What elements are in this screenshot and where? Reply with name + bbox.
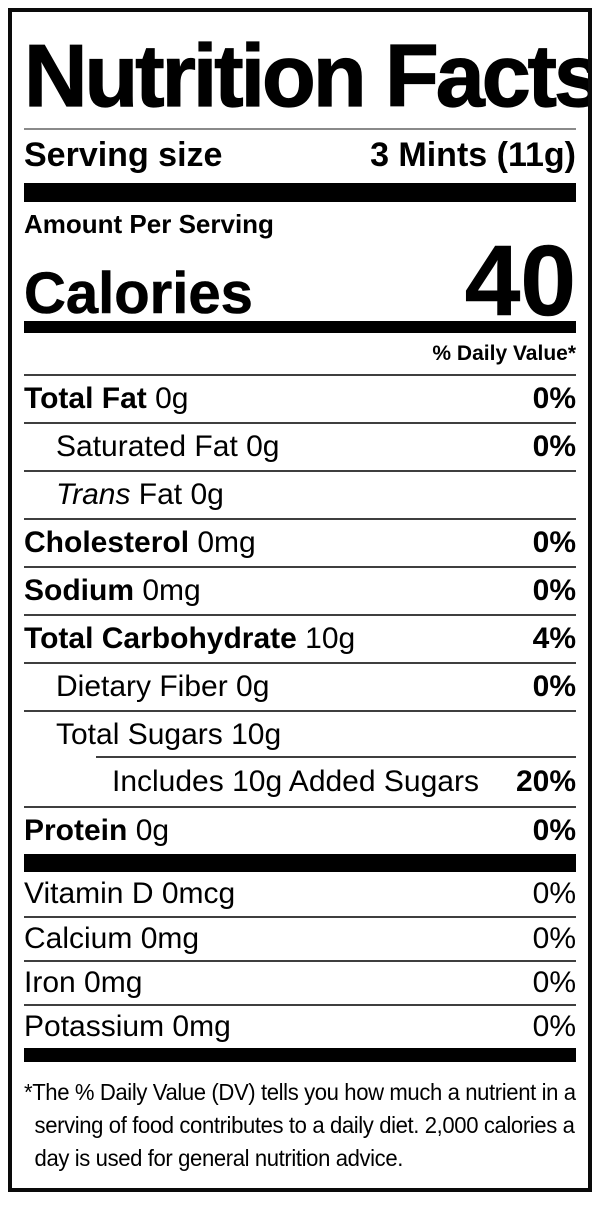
- nutrient-name-bold: Cholesterol: [24, 526, 198, 560]
- row-protein: Protein 0g 0%: [24, 806, 576, 854]
- daily-value: 0%: [532, 966, 576, 1000]
- nutrient-amount: Vitamin D 0mcg: [24, 877, 236, 911]
- nutrient-amount: Potassium 0mg: [24, 1010, 231, 1044]
- serving-size-label: Serving size: [24, 136, 223, 174]
- title-divider: [24, 128, 576, 130]
- daily-value-header: % Daily Value*: [432, 342, 576, 366]
- nutrient-amount: 0g: [155, 382, 189, 416]
- row-sodium: Sodium 0mg 0%: [24, 566, 576, 614]
- serving-size-value: 3 Mints (11g): [370, 136, 576, 174]
- nutrient-name: Total Carbohydrate 10g: [24, 622, 355, 656]
- calories-value: 40: [464, 225, 576, 338]
- footnote-line: day is used for general nutrition advice…: [34, 1145, 404, 1172]
- daily-value: 0%: [532, 1010, 576, 1044]
- nutrient-amount: Fat 0g: [138, 478, 224, 512]
- label-title: Nutrition Facts: [23, 26, 592, 125]
- nutrient-name: Sodium 0mg: [24, 574, 201, 608]
- row-dietary-fiber: Dietary Fiber 0g 0%: [24, 662, 576, 710]
- calories-label: Calories: [24, 261, 253, 327]
- nutrient-name: Saturated Fat 0g: [24, 430, 279, 464]
- row-potassium: Potassium 0mg 0%: [24, 1004, 576, 1048]
- nutrient-amount: 0g: [135, 814, 170, 848]
- nutrient-name: Cholesterol 0mg: [24, 526, 256, 560]
- daily-value: 0%: [532, 526, 576, 560]
- row-calcium: Calcium 0mg 0%: [24, 916, 576, 960]
- nutrient-name-bold: Protein: [24, 814, 136, 848]
- nutrient-amount: Saturated Fat 0g: [56, 430, 280, 464]
- row-saturated-fat: Saturated Fat 0g 0%: [24, 422, 576, 470]
- nutrient-amount: Includes 10g Added Sugars: [112, 765, 479, 799]
- daily-value: 4%: [532, 622, 576, 656]
- amount-per-serving-label: Amount Per Serving: [24, 208, 274, 239]
- nutrient-name-bold: Total Carbohydrate: [24, 622, 306, 656]
- daily-value: 0%: [532, 574, 576, 608]
- daily-value-footnote: *The % Daily Value (DV) tells you how mu…: [24, 1062, 576, 1175]
- thick-divider-calories: [24, 321, 576, 334]
- nutrient-amount: Calcium 0mg: [24, 922, 200, 956]
- nutrient-name: Potassium 0mg: [24, 1010, 231, 1044]
- nutrient-amount: 0mg: [142, 574, 201, 608]
- calories-row: Calories 40: [24, 225, 577, 338]
- serving-size-row: Serving size 3 Mints (11g): [24, 134, 576, 177]
- row-cholesterol: Cholesterol 0mg 0%: [24, 518, 576, 566]
- thick-divider-protein: [24, 854, 576, 873]
- daily-value: 0%: [532, 814, 576, 848]
- nutrient-name: Includes 10g Added Sugars: [24, 765, 479, 799]
- daily-value: 0%: [532, 922, 576, 956]
- row-vitamin-d: Vitamin D 0mcg 0%: [24, 872, 576, 916]
- nutrient-amount: Iron 0mg: [24, 966, 143, 1000]
- nutrient-amount: Total Sugars 10g: [56, 718, 282, 752]
- daily-value: 0%: [532, 670, 576, 704]
- nutrient-name: Calcium 0mg: [24, 922, 199, 956]
- nutrient-amount: 10g: [305, 622, 356, 656]
- row-trans-fat: Trans Fat 0g: [24, 470, 576, 518]
- nutrient-name: Total Fat 0g: [24, 382, 188, 416]
- thick-divider-bottom: [24, 1048, 576, 1063]
- row-total-sugars: Total Sugars 10g: [24, 710, 576, 758]
- daily-value: 0%: [532, 430, 576, 464]
- daily-value: 0%: [532, 877, 576, 911]
- vitamin-rows: Vitamin D 0mcg 0% Calcium 0mg 0% Iron 0m…: [24, 872, 576, 1048]
- nutrient-rows: Total Fat 0g 0% Saturated Fat 0g 0% Tran…: [24, 374, 576, 854]
- nutrient-amount: 0mg: [197, 526, 256, 560]
- row-iron: Iron 0mg 0%: [24, 960, 576, 1004]
- nutrient-name-bold: Sodium: [24, 574, 143, 608]
- nutrient-amount: Dietary Fiber 0g: [56, 670, 270, 704]
- row-added-sugars: Includes 10g Added Sugars 20%: [24, 756, 576, 806]
- nutrient-name: Total Sugars 10g: [24, 718, 281, 752]
- footnote-line: *The % Daily Value (DV) tells you how mu…: [24, 1079, 576, 1106]
- footnote-line: serving of food contributes to a daily d…: [34, 1112, 575, 1139]
- nutrient-name: Iron 0mg: [24, 966, 142, 1000]
- nutrient-name: Vitamin D 0mcg: [24, 877, 235, 911]
- thick-divider-top: [24, 182, 576, 202]
- nutrient-name-italic: Trans: [56, 478, 139, 512]
- row-total-carbohydrate: Total Carbohydrate 10g 4%: [24, 614, 576, 662]
- nutrient-name: Protein 0g: [24, 814, 169, 848]
- nutrient-name: Dietary Fiber 0g: [24, 670, 269, 704]
- nutrition-facts-label: Nutrition Facts Serving size 3 Mints (11…: [8, 8, 592, 1192]
- daily-value: 0%: [532, 382, 576, 416]
- nutrient-name: Trans Fat 0g: [24, 478, 224, 512]
- nutrient-name-bold: Total Fat: [24, 382, 156, 416]
- daily-value: 20%: [515, 765, 576, 799]
- row-total-fat: Total Fat 0g 0%: [24, 374, 576, 422]
